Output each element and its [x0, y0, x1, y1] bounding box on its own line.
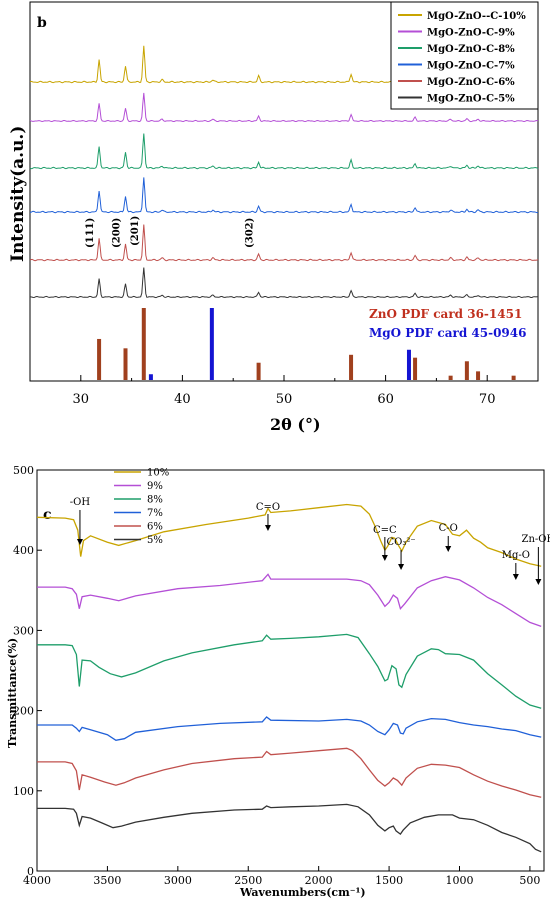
xrd-x-tick-label: 30: [73, 392, 90, 407]
ftir-annotation-arrowhead: [445, 546, 452, 552]
ftir-annotation-arrowhead: [512, 574, 519, 580]
ftir-annotation-label: C=O: [256, 502, 280, 513]
xrd-legend-label: MgO-ZnO-C-6%: [427, 77, 515, 88]
ftir-trace: [37, 633, 542, 709]
xrd-x-axis-label: 2θ (°): [270, 415, 321, 434]
ftir-legend-label: 10%: [147, 468, 169, 479]
xrd-peak-label: (201): [130, 216, 141, 246]
xrd-peak-label: (302): [245, 218, 256, 248]
xrd-trace: [29, 133, 539, 170]
ftir-annotation-label: -OH: [70, 497, 91, 508]
ftir-annotation-arrowhead: [264, 525, 271, 531]
zno-pdf-card-label: ZnO PDF card 36-1451: [369, 307, 522, 321]
ftir-x-tick-label: 4000: [23, 874, 51, 887]
ftir-panel-letter: c: [43, 507, 52, 523]
mgo-reference-line: [406, 349, 411, 380]
ftir-x-tick-label: 3000: [164, 874, 192, 887]
xrd-panel: b (111) (200) (201) (302) 30 40 50 60 70 MgO-Zn…: [8, 1, 539, 434]
ftir-legend-label: 7%: [147, 508, 163, 519]
xrd-trace: [29, 92, 539, 123]
zno-reference-line: [413, 357, 418, 380]
ftir-legend-label: 5%: [147, 535, 163, 546]
ftir-y-tick-label: 500: [13, 464, 34, 477]
ftir-panel: c 4000 3500 3000 2500 2000 1500 1000 500 0 100 200…: [6, 464, 550, 899]
ftir-annotation-label: Mg-O: [502, 550, 530, 561]
xrd-x-tick-label: 70: [479, 392, 496, 407]
zno-reference-line: [256, 362, 261, 380]
xrd-peak-labels: (111) (200) (201) (302): [85, 216, 256, 248]
ftir-annotation-label: C-O: [439, 523, 458, 534]
ftir-traces: [36, 503, 542, 853]
ftir-annotation-arrowhead: [381, 555, 388, 561]
ftir-annotation-label: CO₃²⁻: [386, 537, 415, 548]
xrd-trace: [29, 177, 539, 214]
zno-reference-line: [464, 361, 469, 380]
zno-reference-line: [141, 308, 146, 380]
ftir-y-tick-label: 0: [27, 865, 34, 878]
mgo-reference-line: [148, 374, 153, 380]
xrd-trace: [30, 267, 538, 299]
xrd-legend-label: MgO-ZnO-C-5%: [427, 94, 515, 105]
xrd-legend-label: MgO-ZnO-C-7%: [427, 61, 515, 72]
zno-reference-line: [476, 371, 481, 380]
ftir-trace: [37, 716, 542, 741]
ftir-x-tick-label: 2500: [234, 874, 262, 887]
zno-reference-line: [97, 338, 102, 380]
ftir-ticks: 4000 3500 3000 2500 2000 1500 1000 500 0 100 200 30…: [13, 464, 540, 887]
xrd-y-axis-label: Intensity(a.u.): [8, 126, 28, 262]
ftir-y-axis-label: Transmittance(%): [6, 638, 19, 748]
xrd-peak-label: (111): [85, 218, 96, 248]
ftir-legend-label: 8%: [147, 495, 163, 506]
ftir-legend-label: 6%: [147, 522, 163, 533]
ftir-trace: [37, 803, 542, 853]
ftir-trace: [36, 503, 542, 567]
ftir-trace: [37, 573, 542, 628]
ftir-annotation-label: C=C: [373, 525, 397, 536]
xrd-legend-label: MgO-ZnO--C-10%: [427, 11, 526, 22]
xrd-reference-lines: [97, 308, 516, 380]
xrd-x-tick-label: 50: [276, 392, 293, 407]
ftir-x-tick-label: 500: [519, 874, 540, 887]
xrd-legend: MgO-ZnO--C-10% MgO-ZnO-C-9% MgO-ZnO-C-8% Mg…: [390, 1, 539, 110]
ftir-annotation-arrowhead: [535, 579, 542, 585]
ftir-annotation-label: Zn-OH: [522, 534, 550, 545]
ftir-x-tick-label: 2000: [305, 874, 333, 887]
ftir-legend-label: 9%: [147, 481, 163, 492]
ftir-y-tick-label: 300: [13, 624, 34, 637]
mgo-reference-line: [209, 308, 214, 380]
xrd-peak-label: (200): [112, 218, 123, 248]
xrd-legend-label: MgO-ZnO-C-8%: [427, 44, 515, 55]
ftir-x-tick-label: 1500: [375, 874, 403, 887]
mgo-pdf-card-label: MgO PDF card 45-0946: [369, 326, 526, 340]
ftir-x-tick-label: 1000: [446, 874, 474, 887]
xrd-x-ticks: 30 40 50 60 70: [29, 375, 539, 407]
ftir-x-axis-label: Wavenumbers(cm⁻¹): [239, 886, 366, 899]
ftir-annotation-arrowhead: [76, 539, 83, 545]
ftir-trace: [37, 747, 542, 798]
zno-reference-line: [448, 375, 453, 380]
xrd-x-tick-label: 40: [174, 392, 191, 407]
zno-reference-line: [349, 354, 354, 380]
xrd-x-tick-label: 60: [377, 392, 394, 407]
xrd-legend-label: MgO-ZnO-C-9%: [427, 28, 515, 39]
zno-reference-line: [123, 348, 128, 380]
ftir-y-tick-label: 100: [13, 785, 34, 798]
ftir-y-tick-label: 200: [13, 705, 34, 718]
zno-reference-line: [511, 375, 516, 380]
xrd-legend-box: [390, 1, 539, 110]
ftir-y-tick-label: 400: [13, 544, 34, 557]
xrd-trace: [29, 224, 539, 262]
ftir-x-tick-label: 3500: [93, 874, 121, 887]
ftir-legend: 10% 9% 8% 7% 6% 5%: [114, 468, 169, 546]
ftir-annotation-arrowhead: [398, 564, 405, 570]
xrd-panel-letter: b: [37, 15, 47, 31]
ftir-plot-frame: [36, 469, 545, 872]
